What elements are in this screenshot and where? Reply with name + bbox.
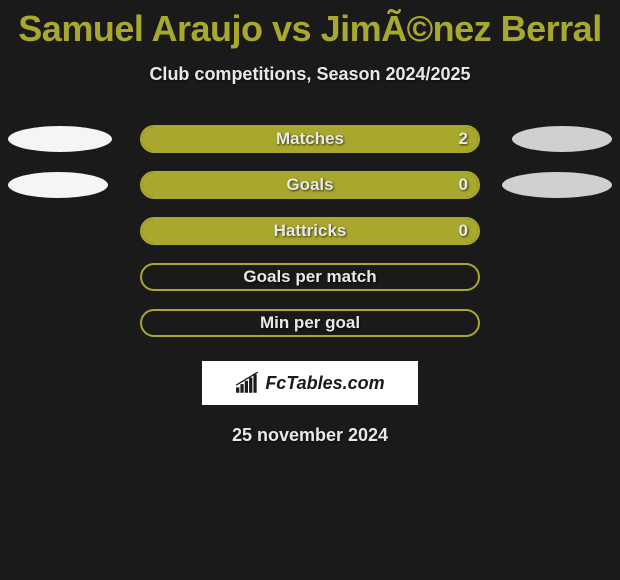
stat-label: Hattricks — [142, 221, 478, 241]
stat-label: Goals — [142, 175, 478, 195]
stat-bar: Goals0 — [140, 171, 480, 199]
stat-row: Min per goal — [0, 309, 620, 337]
stat-label: Min per goal — [142, 313, 478, 333]
stat-value-right: 2 — [459, 129, 468, 149]
player-left-ellipse — [8, 172, 108, 198]
player-right-ellipse — [512, 126, 612, 152]
stat-bar: Hattricks0 — [140, 217, 480, 245]
stat-row: Goals0 — [0, 171, 620, 199]
stat-row: Matches2 — [0, 125, 620, 153]
stat-label: Matches — [142, 129, 478, 149]
stat-bar: Goals per match — [140, 263, 480, 291]
stat-bar: Matches2 — [140, 125, 480, 153]
player-left-ellipse — [8, 126, 112, 152]
stat-value-right: 0 — [459, 221, 468, 241]
footer-logo: FcTables.com — [202, 361, 418, 405]
player-right-ellipse — [502, 172, 612, 198]
stat-row: Hattricks0 — [0, 217, 620, 245]
stat-value-right: 0 — [459, 175, 468, 195]
page-title: Samuel Araujo vs JimÃ©nez Berral — [0, 0, 620, 50]
stats-container: Matches2Goals0Hattricks0Goals per matchM… — [0, 125, 620, 337]
stat-row: Goals per match — [0, 263, 620, 291]
chart-icon — [235, 372, 261, 394]
stat-label: Goals per match — [142, 267, 478, 287]
footer-logo-text: FcTables.com — [265, 373, 384, 394]
stat-bar: Min per goal — [140, 309, 480, 337]
subtitle: Club competitions, Season 2024/2025 — [0, 64, 620, 85]
footer-date: 25 november 2024 — [0, 425, 620, 446]
